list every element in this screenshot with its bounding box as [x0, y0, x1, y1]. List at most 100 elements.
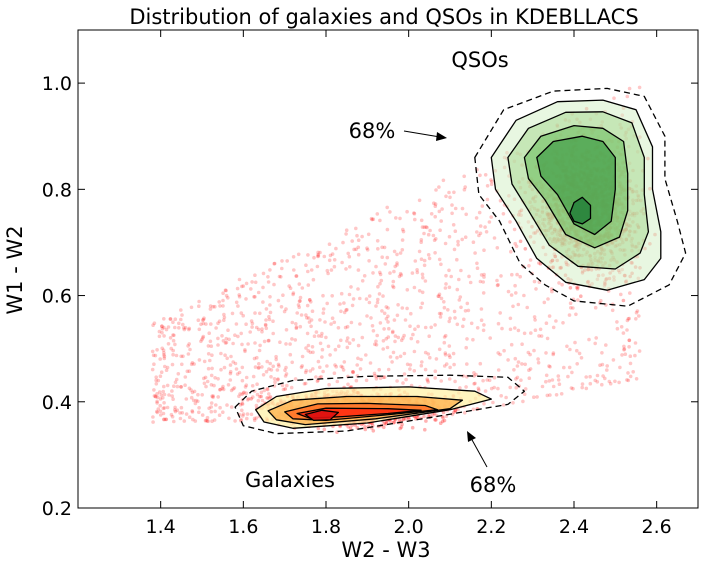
scatter-point — [386, 335, 391, 339]
scatter-point — [556, 378, 561, 382]
scatter-point — [267, 314, 271, 319]
scatter-point — [453, 229, 458, 233]
scatter-point — [523, 362, 527, 367]
scatter-point — [201, 318, 205, 323]
scatter-point — [162, 356, 167, 361]
scatter-point — [321, 369, 325, 374]
scatter-point — [356, 356, 360, 361]
scatter-point — [398, 271, 403, 276]
scatter-point — [216, 395, 220, 399]
scatter-point — [576, 298, 580, 302]
scatter-point — [213, 304, 217, 309]
scatter-point — [571, 386, 575, 391]
scatter-point — [465, 301, 470, 306]
scatter-point — [424, 225, 428, 229]
scatter-point — [307, 320, 312, 324]
scatter-point — [255, 392, 260, 397]
scatter-point — [249, 319, 254, 323]
scatter-point — [456, 243, 460, 247]
scatter-point — [560, 282, 564, 287]
scatter-point — [344, 267, 348, 271]
scatter-point — [160, 324, 164, 329]
scatter-point — [391, 350, 396, 355]
scatter-point — [378, 270, 382, 275]
scatter-point — [443, 286, 448, 290]
scatter-point — [360, 335, 365, 340]
scatter-point — [252, 295, 256, 299]
scatter-point — [224, 293, 229, 298]
scatter-point — [239, 331, 243, 336]
scatter-point — [431, 412, 435, 417]
scatter-point — [536, 357, 540, 361]
scatter-point — [308, 369, 313, 373]
scatter-point — [222, 312, 226, 317]
scatter-point — [298, 299, 302, 303]
scatter-point — [290, 337, 294, 341]
scatter-point — [206, 366, 211, 371]
scatter-point — [521, 399, 525, 404]
scatter-point — [374, 377, 379, 381]
scatter-point — [277, 274, 282, 279]
scatter-point — [421, 275, 425, 280]
scatter-point — [162, 317, 166, 321]
scatter-point — [469, 321, 474, 326]
scatter-point — [479, 273, 484, 277]
scatter-point — [276, 377, 280, 381]
scatter-point — [202, 359, 207, 364]
scatter-point — [249, 397, 253, 401]
scatter-point — [544, 379, 548, 384]
scatter-point — [316, 252, 320, 257]
scatter-point — [152, 394, 157, 398]
scatter-point — [347, 254, 352, 259]
scatter-point — [309, 268, 314, 272]
scatter-point — [240, 365, 245, 370]
scatter-point — [208, 307, 213, 311]
scatter-point — [453, 408, 458, 413]
scatter-point — [234, 300, 239, 305]
scatter-point — [265, 387, 270, 391]
scatter-point — [489, 386, 494, 391]
plot-frame — [77, 29, 699, 509]
qso-label: QSOs — [451, 48, 508, 72]
scatter-point — [551, 351, 556, 355]
scatter-point — [321, 307, 326, 311]
scatter-point — [471, 240, 476, 244]
scatter-point — [532, 395, 536, 400]
scatter-point — [404, 377, 408, 382]
scatter-point — [391, 279, 396, 284]
scatter-point — [348, 265, 352, 269]
scatter-point — [225, 403, 229, 407]
scatter-point — [329, 268, 334, 272]
scatter-point — [413, 217, 417, 222]
scatter-point — [155, 395, 160, 400]
scatter-point — [433, 418, 437, 422]
scatter-point — [610, 308, 615, 313]
scatter-point — [264, 369, 269, 374]
scatter-point — [442, 418, 447, 423]
scatter-point — [220, 386, 225, 391]
scatter-point — [202, 316, 206, 321]
scatter-point — [175, 384, 180, 389]
scatter-point — [218, 405, 222, 410]
scatter-point — [268, 268, 272, 272]
scatter-point — [316, 254, 320, 259]
scatter-point — [162, 354, 167, 359]
scatter-point — [464, 212, 469, 217]
scatter-point — [412, 349, 417, 354]
scatter-point — [229, 405, 234, 409]
scatter-point — [429, 212, 434, 216]
scatter-point — [550, 289, 554, 294]
scatter-point — [396, 303, 400, 307]
scatter-point — [547, 379, 552, 383]
scatter-point — [221, 304, 225, 308]
plot-area — [150, 85, 687, 435]
scatter-point — [487, 220, 492, 224]
scatter-point — [390, 330, 395, 335]
scatter-point — [187, 415, 192, 420]
scatter-point — [243, 385, 248, 389]
scatter-point — [462, 187, 467, 192]
x-tick-label: 2.4 — [559, 516, 589, 538]
scatter-point — [205, 419, 210, 423]
scatter-point — [368, 361, 373, 365]
scatter-point — [439, 311, 443, 316]
